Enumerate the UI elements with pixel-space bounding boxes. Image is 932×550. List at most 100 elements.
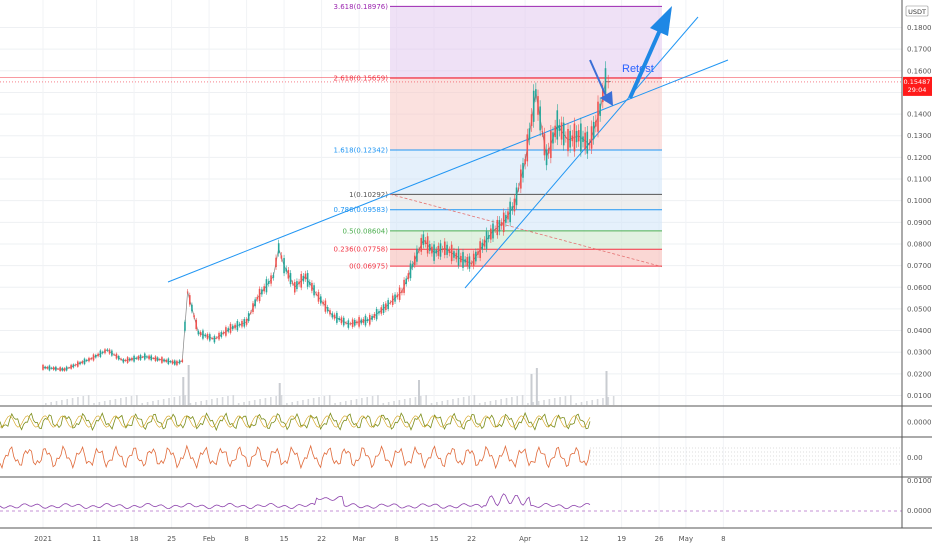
volume-bar xyxy=(570,395,572,405)
target-arrow[interactable] xyxy=(628,29,662,99)
candle-body xyxy=(120,358,122,360)
volume-bar xyxy=(307,399,310,405)
candle-body xyxy=(368,314,371,325)
candle-body xyxy=(308,282,311,285)
candle-body xyxy=(173,360,176,365)
candle-body xyxy=(161,357,163,363)
volume-bar xyxy=(420,396,422,405)
volume-bar xyxy=(548,399,551,405)
candle-body xyxy=(407,273,410,279)
candle-body xyxy=(522,162,524,178)
candle-body xyxy=(373,314,376,319)
volume-bar xyxy=(559,397,561,405)
candle-body xyxy=(213,336,216,343)
candle-body xyxy=(81,361,84,364)
candle-body xyxy=(366,319,369,322)
volume-bar xyxy=(530,374,533,405)
candle-body xyxy=(375,309,378,320)
candle-body xyxy=(124,359,127,361)
candle-body xyxy=(389,302,392,304)
candle-body xyxy=(431,246,433,254)
candle-body xyxy=(336,312,338,323)
candle-body xyxy=(550,130,552,159)
volume-bar xyxy=(312,398,315,405)
candle-body xyxy=(285,268,288,272)
volume-bar xyxy=(452,399,454,405)
volume-bar xyxy=(607,397,610,405)
candle-body xyxy=(250,312,252,314)
fib-trend-dashed[interactable] xyxy=(389,193,663,268)
fib-level-label: 1(0.10292) xyxy=(349,191,388,199)
retest-label[interactable]: Retest xyxy=(622,63,654,75)
candle-body xyxy=(494,229,496,231)
candle-body xyxy=(505,214,507,223)
candle-body xyxy=(398,287,401,300)
candle-body xyxy=(188,295,191,305)
annotations: Retest xyxy=(589,6,672,106)
volume-bar xyxy=(339,402,342,405)
volume-bar xyxy=(361,398,363,405)
candle-body xyxy=(131,357,133,361)
candle-body xyxy=(169,361,172,363)
candle-body xyxy=(193,315,195,318)
fib-level-label: 0.236(0.07758) xyxy=(334,246,389,254)
candle-body xyxy=(435,250,438,254)
candle-body xyxy=(296,281,298,290)
currency-badge[interactable]: USDT xyxy=(905,5,929,17)
candle-body xyxy=(197,331,200,335)
time-tick-label: 12 xyxy=(580,535,589,543)
volume-bar xyxy=(532,402,535,405)
volume-bar xyxy=(141,403,144,405)
candle-body xyxy=(158,358,161,361)
volume-bar xyxy=(125,397,127,405)
candle-body xyxy=(154,356,157,362)
candle-body xyxy=(380,307,383,314)
candle-body xyxy=(577,130,580,142)
fib-level-label: 3.618(0.18976) xyxy=(334,3,389,11)
candle-body xyxy=(364,315,367,326)
candle-body xyxy=(539,106,541,131)
candle-body xyxy=(560,122,563,140)
fib-zone xyxy=(390,230,662,250)
candle-body xyxy=(409,263,412,279)
candle-body xyxy=(204,334,207,337)
volume-bar xyxy=(146,402,149,405)
volume-bar xyxy=(543,400,545,405)
candle-body xyxy=(500,222,503,226)
candle-body xyxy=(97,353,99,357)
volume-bar xyxy=(505,398,508,405)
volume-bar xyxy=(77,397,79,405)
volume-bar xyxy=(355,399,358,405)
candle-body xyxy=(526,134,529,162)
candle-body xyxy=(322,301,324,305)
candle-body xyxy=(571,135,574,142)
candle-body xyxy=(443,241,446,256)
upper-trendline[interactable] xyxy=(167,59,729,283)
lower-trendline[interactable] xyxy=(464,16,699,289)
candle-body xyxy=(227,328,230,332)
candle-body xyxy=(462,252,464,268)
candle-body xyxy=(156,357,159,361)
volume-bar xyxy=(366,397,369,405)
candle-body xyxy=(580,123,582,152)
candle-body xyxy=(528,128,531,140)
candle-body xyxy=(163,359,165,362)
current-price-badge: 0.15487 29:04 xyxy=(903,76,932,96)
candle-body xyxy=(99,350,102,357)
candle-body xyxy=(520,169,522,189)
candle-body xyxy=(586,131,589,154)
volume-bar xyxy=(270,397,272,405)
volume-bar xyxy=(387,402,390,405)
candle-body xyxy=(556,110,559,140)
retest-arrow[interactable] xyxy=(589,59,607,97)
time-tick-label: 19 xyxy=(617,535,626,543)
candle-body xyxy=(535,89,537,96)
candle-body xyxy=(277,243,280,254)
